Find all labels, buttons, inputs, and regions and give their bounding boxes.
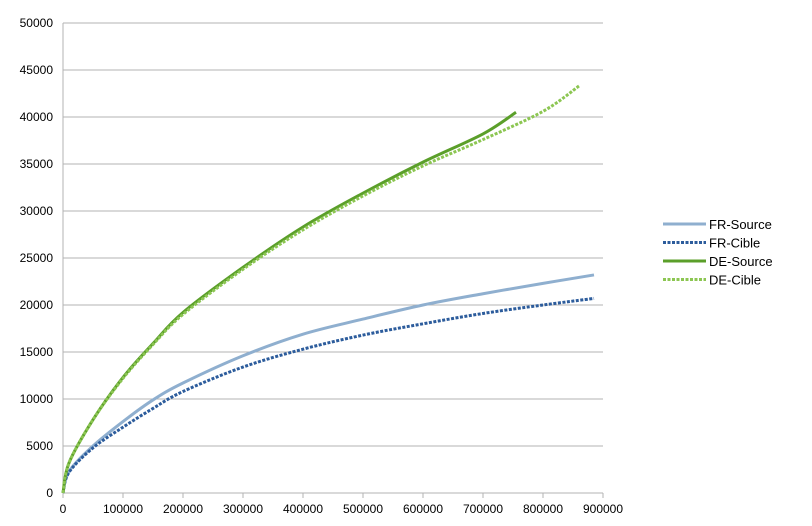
y-tick-label: 30000 bbox=[20, 204, 54, 218]
series-line-fr-cible bbox=[61, 296, 595, 494]
y-tick-label: 25000 bbox=[20, 251, 54, 265]
x-tick-label: 0 bbox=[60, 502, 67, 516]
axes: 0 5000 10000 15000 20000 25000 30000 35000 40000… bbox=[20, 16, 624, 516]
y-tick-label: 50000 bbox=[20, 16, 54, 30]
x-tick-label: 700000 bbox=[463, 502, 503, 516]
legend-label-fr-cible: FR-Cible bbox=[709, 236, 760, 251]
x-tick-label: 900000 bbox=[583, 502, 623, 516]
x-tick-label: 100000 bbox=[103, 502, 143, 516]
series-lines bbox=[61, 84, 595, 494]
y-tick-label: 10000 bbox=[20, 392, 54, 406]
series-line-fr-source bbox=[61, 273, 595, 494]
x-tick-label: 500000 bbox=[343, 502, 383, 516]
x-tick-label: 600000 bbox=[403, 502, 443, 516]
x-tick-label: 300000 bbox=[223, 502, 263, 516]
legend-label-de-cible: DE-Cible bbox=[709, 273, 761, 288]
x-tick-label: 800000 bbox=[523, 502, 563, 516]
y-tick-label: 35000 bbox=[20, 157, 54, 171]
y-tick-label: 15000 bbox=[20, 345, 54, 359]
legend: FR-Source FR-Cible DE-Source DE-Cible bbox=[663, 217, 773, 288]
y-tick-label: 40000 bbox=[20, 110, 54, 124]
series-line-de-cible bbox=[61, 84, 580, 494]
y-tick-label: 0 bbox=[46, 486, 53, 500]
y-tick-label: 20000 bbox=[20, 298, 54, 312]
y-tick-label: 45000 bbox=[20, 63, 54, 77]
gridlines bbox=[63, 22, 603, 494]
x-tick-label: 200000 bbox=[163, 502, 203, 516]
y-tick-label: 5000 bbox=[26, 439, 53, 453]
legend-label-de-source: DE-Source bbox=[709, 254, 773, 269]
series-line-de-source bbox=[61, 111, 517, 494]
legend-label-fr-source: FR-Source bbox=[709, 217, 772, 232]
x-tick-label: 400000 bbox=[283, 502, 323, 516]
